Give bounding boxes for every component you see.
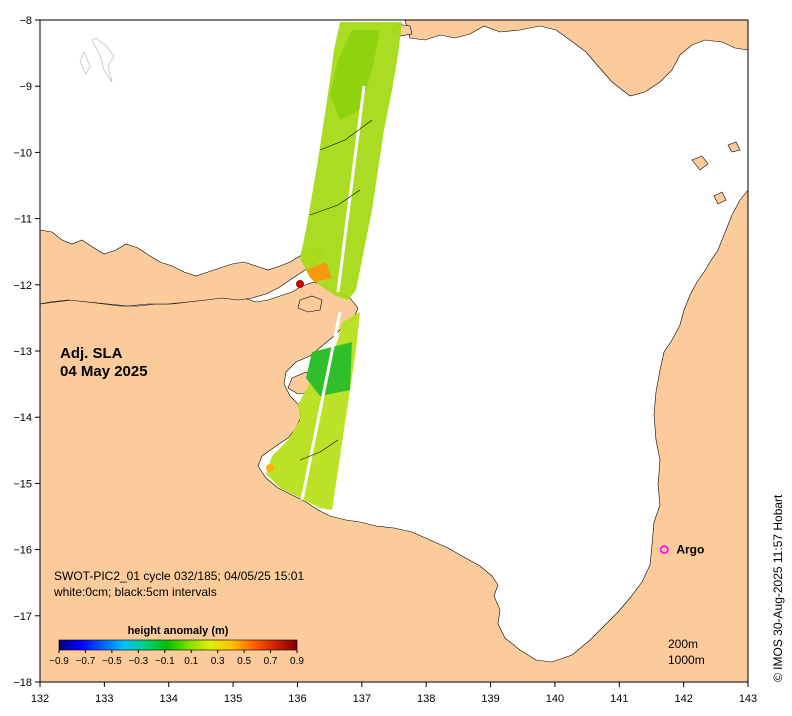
credit-text: © IMOS 30-Aug-2025 11:57 Hobart [771, 494, 785, 682]
y-tick-label: −18 [13, 677, 32, 689]
land-new-guinea [404, 19, 749, 97]
x-tick-label: 142 [674, 693, 692, 705]
y-tick-label: −17 [13, 611, 32, 623]
colorbar-tick-label: 0.9 [290, 656, 304, 667]
x-tick-label: 134 [160, 693, 178, 705]
argo-marker[interactable]: Argo [660, 543, 705, 557]
argo-label: Argo [676, 543, 704, 557]
x-tick-label: 141 [610, 693, 628, 705]
x-axis: 132 133 134 135 136 137 138 139 140 141 142 143 [31, 682, 757, 705]
land-wessel-islands [297, 295, 323, 313]
land-island-right-2 [713, 191, 727, 205]
colorbar: height anomaly (m) −0.9 −0.7 −0.5 −0.3 −0.1 0… [49, 625, 304, 667]
contour-info: white:0cm; black:5cm intervals [53, 585, 217, 599]
y-axis: −8 −9 −10 −11 −12 −13 −14 −15 −16 −17 −18 [13, 15, 40, 689]
colorbar-tick-label: 0.7 [264, 656, 278, 667]
land-arnhem [39, 229, 323, 307]
y-tick-label: −8 [19, 15, 32, 27]
map-title-line2: 04 May 2025 [60, 363, 148, 380]
colorbar-ticks: −0.9 −0.7 −0.5 −0.3 −0.1 0.1 0.3 0.5 0.7 0.9 [49, 650, 304, 667]
colorbar-tick-label: −0.1 [155, 656, 175, 667]
x-tick-label: 133 [95, 693, 113, 705]
x-tick-label: 137 [353, 693, 371, 705]
colorbar-tick-label: 0.3 [211, 656, 225, 667]
map-title-line1: Adj. SLA [60, 345, 123, 362]
y-tick-label: −12 [13, 280, 32, 292]
colorbar-tick-label: −0.5 [102, 656, 122, 667]
x-tick-label: 132 [31, 693, 49, 705]
colorbar-gradient [58, 639, 298, 651]
x-tick-label: 136 [288, 693, 306, 705]
land-island-right-1 [691, 155, 709, 171]
coastline-outline [79, 37, 115, 83]
colorbar-tick-label: 0.1 [184, 656, 198, 667]
y-tick-label: −11 [14, 214, 32, 226]
colorbar-title: height anomaly (m) [128, 625, 229, 637]
swot-swath [266, 22, 402, 510]
y-tick-label: −16 [13, 545, 32, 557]
y-tick-label: −9 [19, 81, 32, 93]
y-tick-label: −15 [13, 478, 32, 490]
depth-legend-1000: 1000m [668, 653, 705, 667]
y-tick-label: −10 [13, 147, 32, 159]
y-tick-label: −14 [13, 412, 32, 424]
x-tick-label: 138 [417, 693, 435, 705]
swath-north-patch [330, 30, 380, 120]
land-layer [39, 19, 749, 683]
depth-legend-200: 200m [668, 637, 698, 651]
x-tick-label: 135 [224, 693, 242, 705]
colorbar-tick-label: 0.5 [237, 656, 251, 667]
x-tick-label: 143 [739, 693, 757, 705]
argo-float-icon[interactable] [660, 545, 669, 554]
pass-info: SWOT-PIC2_01 cycle 032/185; 04/05/25 15:… [54, 569, 304, 583]
swath-north [300, 22, 402, 300]
colorbar-tick-label: −0.3 [128, 656, 148, 667]
land-island-right-3 [727, 141, 741, 153]
colorbar-tick-label: −0.7 [76, 656, 96, 667]
y-tick-label: −13 [13, 346, 32, 358]
x-tick-label: 140 [546, 693, 564, 705]
x-tick-label: 139 [481, 693, 499, 705]
colorbar-tick-label: −0.9 [49, 656, 69, 667]
